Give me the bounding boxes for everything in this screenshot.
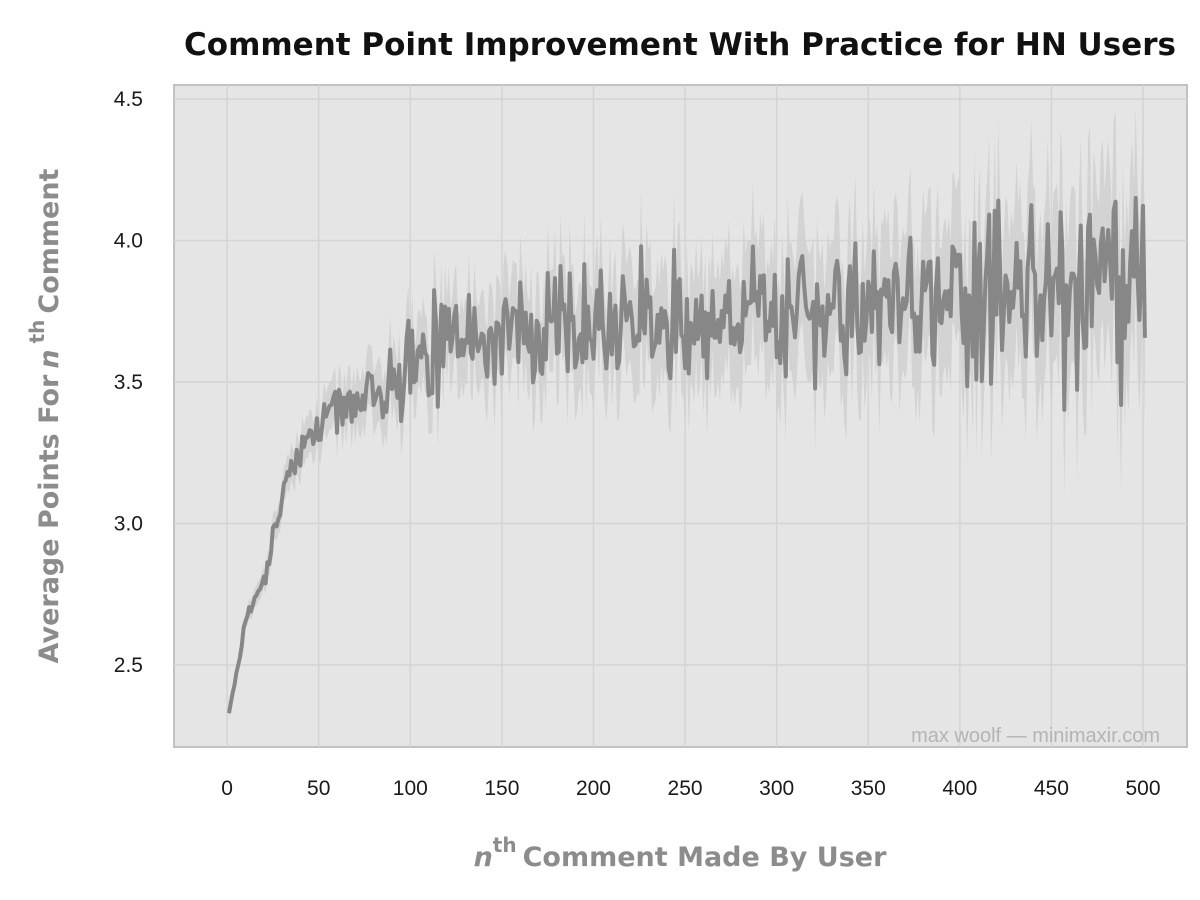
x-tick-label: 300 [759,777,794,800]
y-axis-label-suffix: Comment [34,168,65,313]
y-tick-label: 4.0 [114,230,143,253]
y-tick-labels: 2.5 3.0 3.5 4.0 4.5 [114,88,143,677]
chart-title: Comment Point Improvement With Practice … [184,27,1176,63]
series-line [227,195,1147,714]
x-axis-label: nth Comment Made By User [474,833,888,873]
x-tick-labels: 0 50 100 150 200 250 300 350 400 450 500 [221,777,1160,800]
x-tick-label: 50 [307,777,330,800]
y-tick-label: 3.5 [114,371,143,394]
x-tick-label: 0 [221,777,233,800]
x-tick-label: 400 [942,777,977,800]
x-tick-label: 100 [393,777,428,800]
x-tick-label: 450 [1034,777,1069,800]
x-axis-label-n: n [474,842,493,873]
series-path [227,195,1147,714]
watermark: max woolf — minimaxir.com [911,725,1160,747]
x-tick-label: 150 [484,777,519,800]
x-tick-label: 200 [576,777,611,800]
x-axis-label-rest: Comment Made By User [523,842,887,873]
y-tick-label: 4.5 [114,88,143,111]
y-axis-label: Average Points For n th Comment [25,168,65,663]
y-axis-label-n: n [34,349,65,368]
y-tick-label: 3.0 [114,513,143,536]
y-axis-label-sup: th [25,320,49,344]
x-tick-label: 250 [668,777,703,800]
x-tick-label: 350 [851,777,886,800]
x-tick-label: 500 [1126,777,1161,800]
y-axis-label-prefix: Average Points For [34,374,65,664]
x-axis-label-sup: th [493,833,517,857]
y-tick-label: 2.5 [114,654,143,677]
